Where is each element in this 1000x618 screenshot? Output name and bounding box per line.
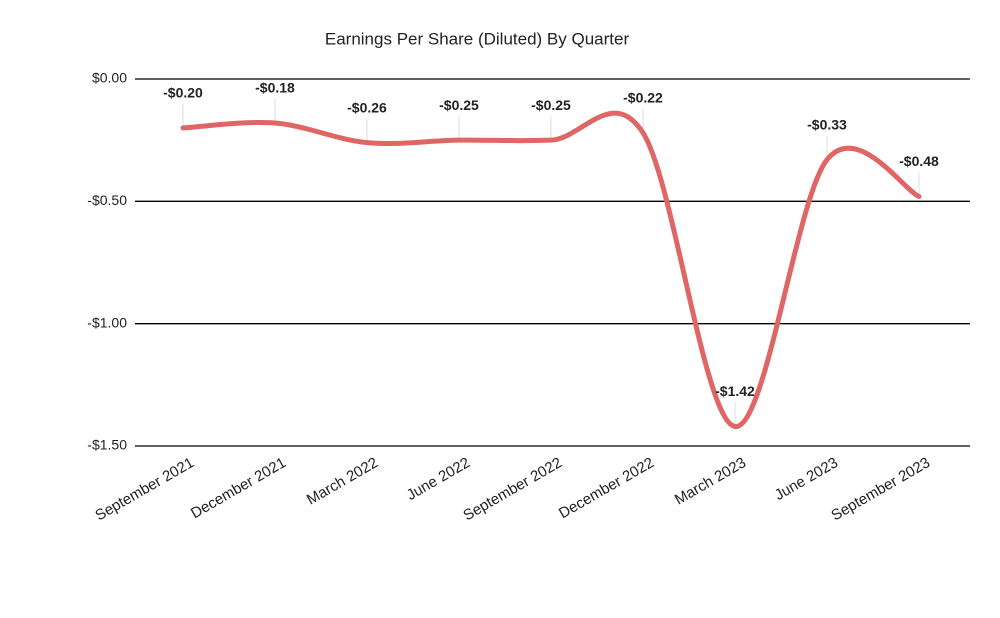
x-tick-label: September 2021 (92, 454, 197, 524)
data-label: -$0.25 (439, 97, 479, 113)
x-tick-label: December 2022 (556, 454, 657, 522)
y-tick-label: -$0.50 (87, 192, 127, 208)
y-tick-label: -$1.00 (87, 314, 127, 330)
y-tick-label: $0.00 (92, 70, 127, 86)
data-label: -$0.25 (531, 97, 571, 113)
line (180, 110, 922, 429)
data-label: -$1.42 (715, 383, 755, 399)
data-label: -$0.18 (255, 80, 295, 96)
data-label: -$0.20 (163, 85, 203, 101)
data-label: -$0.22 (623, 90, 663, 106)
x-tick-label: June 2022 (404, 454, 473, 504)
x-tick-label: September 2023 (828, 454, 933, 524)
y-tick-label: -$1.50 (87, 437, 127, 453)
chart-title: Earnings Per Share (Diluted) By Quarter (325, 29, 630, 48)
data-label: -$0.26 (347, 99, 387, 115)
x-tick-label: December 2021 (188, 454, 289, 522)
x-tick-label: September 2022 (460, 454, 565, 524)
x-tick-label: March 2023 (672, 454, 749, 508)
x-tick-label: March 2022 (304, 454, 381, 508)
data-label: -$0.48 (899, 153, 939, 169)
x-tick-label: June 2023 (772, 454, 841, 504)
data-label: -$0.33 (807, 116, 847, 132)
